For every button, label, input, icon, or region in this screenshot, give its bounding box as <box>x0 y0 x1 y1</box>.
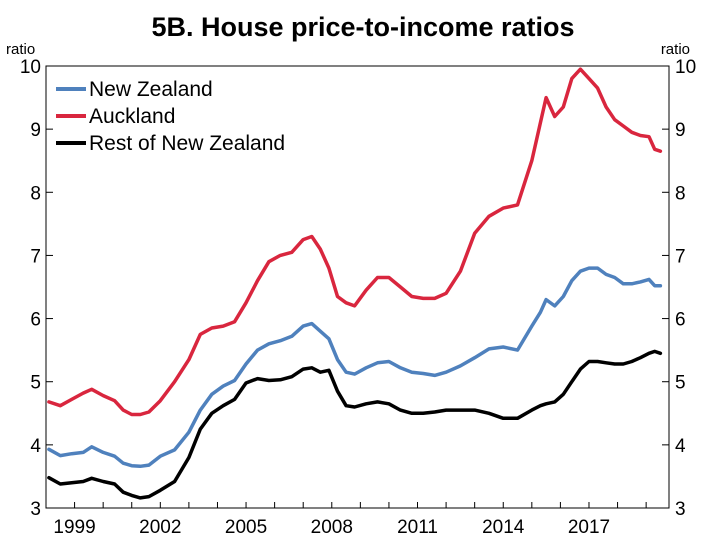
legend-label: Rest of New Zealand <box>89 132 285 155</box>
right-y-tick-label: 9 <box>675 120 686 141</box>
x-tick-label: 2017 <box>568 517 610 538</box>
legend: New Zealand Auckland Rest of New Zealand <box>56 78 285 155</box>
right-y-tick-label: 10 <box>675 57 696 78</box>
right-y-tick-label: 5 <box>675 373 686 394</box>
plot-frame <box>45 65 670 509</box>
left-y-tick-label: 3 <box>30 499 41 520</box>
left-y-tick-label: 8 <box>30 183 41 204</box>
left-y-tick-label: 4 <box>30 436 41 457</box>
right-y-tick-label: 3 <box>675 499 686 520</box>
right-axis-unit: ratio <box>661 41 690 58</box>
right-y-tick-label: 6 <box>675 310 686 331</box>
right-y-tick-label: 4 <box>675 436 686 457</box>
x-tick-label: 2002 <box>139 517 181 538</box>
x-tick-label: 2014 <box>482 517 525 538</box>
legend-label: New Zealand <box>89 78 213 101</box>
x-axis: 1999 2002 2005 2008 2011 2014 2017 <box>53 502 647 538</box>
left-y-tick-label: 7 <box>30 246 41 267</box>
x-tick-label: 1999 <box>53 517 95 538</box>
series-lines <box>47 67 663 500</box>
left-y-tick-label: 6 <box>30 310 41 331</box>
x-tick-label: 2008 <box>311 517 353 538</box>
x-tick-label: 2011 <box>397 517 438 538</box>
right-y-tick-label: 7 <box>675 246 686 267</box>
right-y-axis: 3 4 5 6 7 8 9 10 <box>662 57 696 520</box>
left-axis-unit: ratio <box>6 41 35 58</box>
series-line-auckland <box>47 67 663 417</box>
left-y-axis: 3 4 5 6 7 8 9 10 <box>20 57 53 520</box>
chart-title: 5B. House price-to-income ratios <box>151 12 574 42</box>
right-y-tick-label: 8 <box>675 183 686 204</box>
left-y-tick-label: 9 <box>30 120 41 141</box>
left-y-tick-label: 10 <box>20 57 41 78</box>
x-tick-label: 2005 <box>225 517 267 538</box>
legend-label: Auckland <box>89 105 175 128</box>
series-line-rest-of-new-zealand <box>47 349 663 500</box>
series-line-new-zealand <box>47 266 663 469</box>
left-y-tick-label: 5 <box>30 373 41 394</box>
